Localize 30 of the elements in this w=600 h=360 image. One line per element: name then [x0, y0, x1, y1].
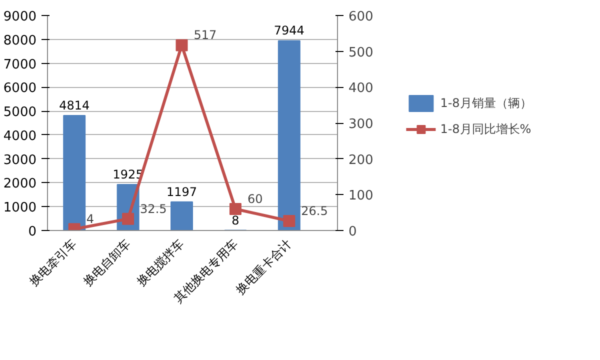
- y-tick-label: 4000: [3, 128, 37, 144]
- y2-tick-label: 100: [348, 188, 374, 204]
- y-tick-label: 5000: [3, 105, 37, 120]
- data-label: 4: [86, 212, 94, 226]
- y2-tick-label: 0: [348, 224, 357, 240]
- x-tick-label: 换电自卸车: [80, 236, 134, 289]
- y-tick-label: 8000: [3, 33, 37, 48]
- x-tick-label: 换电牵引车: [26, 236, 80, 289]
- y2-tick-label: 400: [348, 81, 374, 96]
- y-tick-label: 1000: [3, 200, 37, 216]
- y-tick-label: 7000: [3, 57, 37, 72]
- y-tick-label: 2000: [3, 176, 37, 192]
- data-label: 1197: [166, 184, 198, 199]
- y2-tick-label: 600: [348, 10, 374, 24]
- y2-tick-label: 500: [348, 45, 374, 60]
- y-tick-label: 0: [28, 224, 37, 240]
- data-label: 8: [232, 213, 240, 228]
- data-label: 26.5: [301, 204, 328, 218]
- data-label: 60: [247, 192, 263, 206]
- data-label: 7944: [274, 24, 304, 38]
- y-tick-label: 9000: [3, 10, 37, 24]
- legend-label: 1-8月销量（辆）: [440, 94, 532, 112]
- data-label: 32.5: [140, 202, 167, 216]
- y2-tick-label: 200: [348, 152, 374, 168]
- y-tick-label: 3000: [3, 152, 37, 168]
- legend-label: 1-8月同比增长%: [440, 120, 532, 138]
- y2-tick-label: 300: [348, 117, 374, 132]
- data-label: 517: [194, 28, 217, 42]
- y-tick-label: 6000: [3, 81, 37, 96]
- data-label: 4814: [59, 98, 90, 112]
